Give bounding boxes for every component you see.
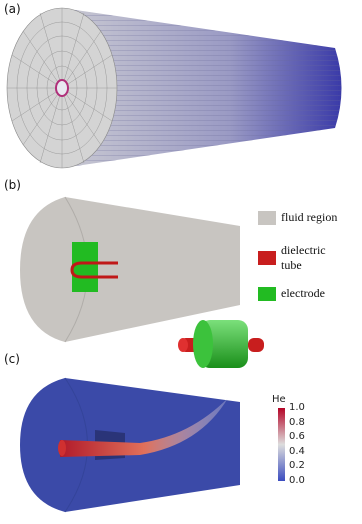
simulation-field: [20, 378, 285, 512]
panel-label: (b): [4, 178, 21, 192]
legend-label: fluid region: [281, 210, 361, 225]
colorbar-tick-label: 0.0: [289, 475, 305, 486]
colorbar-tick-label: 1.0: [289, 402, 305, 413]
geometry-domain: [20, 197, 276, 368]
colorbar-tick-label: 0.6: [289, 431, 305, 442]
panel-label: (c): [4, 352, 20, 366]
colorbar-tick-label: 0.4: [289, 446, 305, 457]
mesh-cylinder: [7, 8, 342, 168]
electrode-icon: [178, 320, 264, 368]
legend-label: electrode: [281, 286, 361, 301]
figure: (a) (b) (c) fluid region dielectric tube…: [0, 0, 362, 524]
legend-label: dielectric tube: [281, 243, 336, 273]
colorbar-tick-label: 0.8: [289, 417, 305, 428]
colorbar-title: He: [272, 394, 286, 405]
panel-label: (a): [4, 2, 21, 16]
colorbar-tick-label: 0.2: [289, 460, 305, 471]
